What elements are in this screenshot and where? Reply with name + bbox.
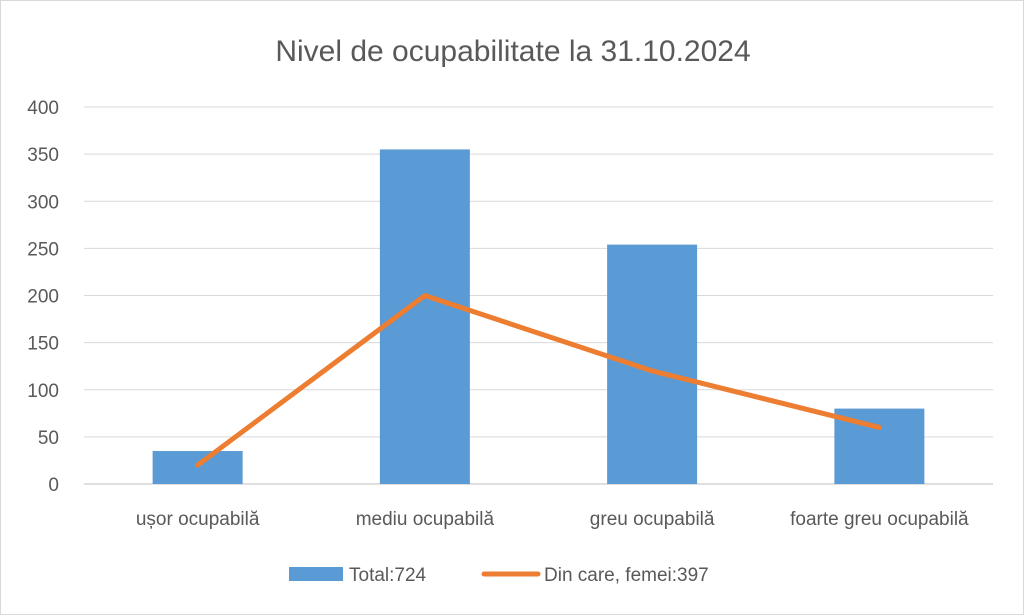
y-tick-label: 0 — [48, 475, 59, 496]
y-tick-label: 100 — [27, 381, 59, 402]
x-category-label: ușor ocupabilă — [136, 509, 260, 530]
y-tick-label: 50 — [38, 428, 59, 449]
y-tick-label: 250 — [27, 239, 59, 260]
y-tick-label: 150 — [27, 334, 59, 355]
y-tick-label: 400 — [27, 98, 59, 119]
chart-title: Nivel de ocupabilitate la 31.10.2024 — [275, 35, 750, 68]
legend-swatch-total — [289, 567, 343, 581]
y-tick-label: 300 — [27, 192, 59, 213]
legend: Total:724 Din care, femei:397 — [289, 565, 709, 586]
y-tick-label: 350 — [27, 145, 59, 166]
bar — [607, 244, 698, 484]
y-tick-label: 200 — [27, 287, 59, 308]
y-axis-tick-labels: 0 50 100 150 200 250 300 350 400 — [27, 98, 59, 496]
line-series — [195, 293, 882, 468]
x-category-label: greu ocupabilă — [590, 509, 715, 530]
line-series-path — [195, 293, 882, 468]
bar-series — [152, 149, 925, 484]
x-category-label: mediu ocupabilă — [356, 509, 495, 530]
legend-label-total: Total:724 — [349, 565, 427, 586]
x-axis-category-labels: ușor ocupabilă mediu ocupabilă greu ocupab… — [136, 509, 969, 530]
x-category-label: foarte greu ocupabilă — [790, 509, 969, 530]
legend-label-femei: Din care, femei:397 — [544, 565, 709, 586]
